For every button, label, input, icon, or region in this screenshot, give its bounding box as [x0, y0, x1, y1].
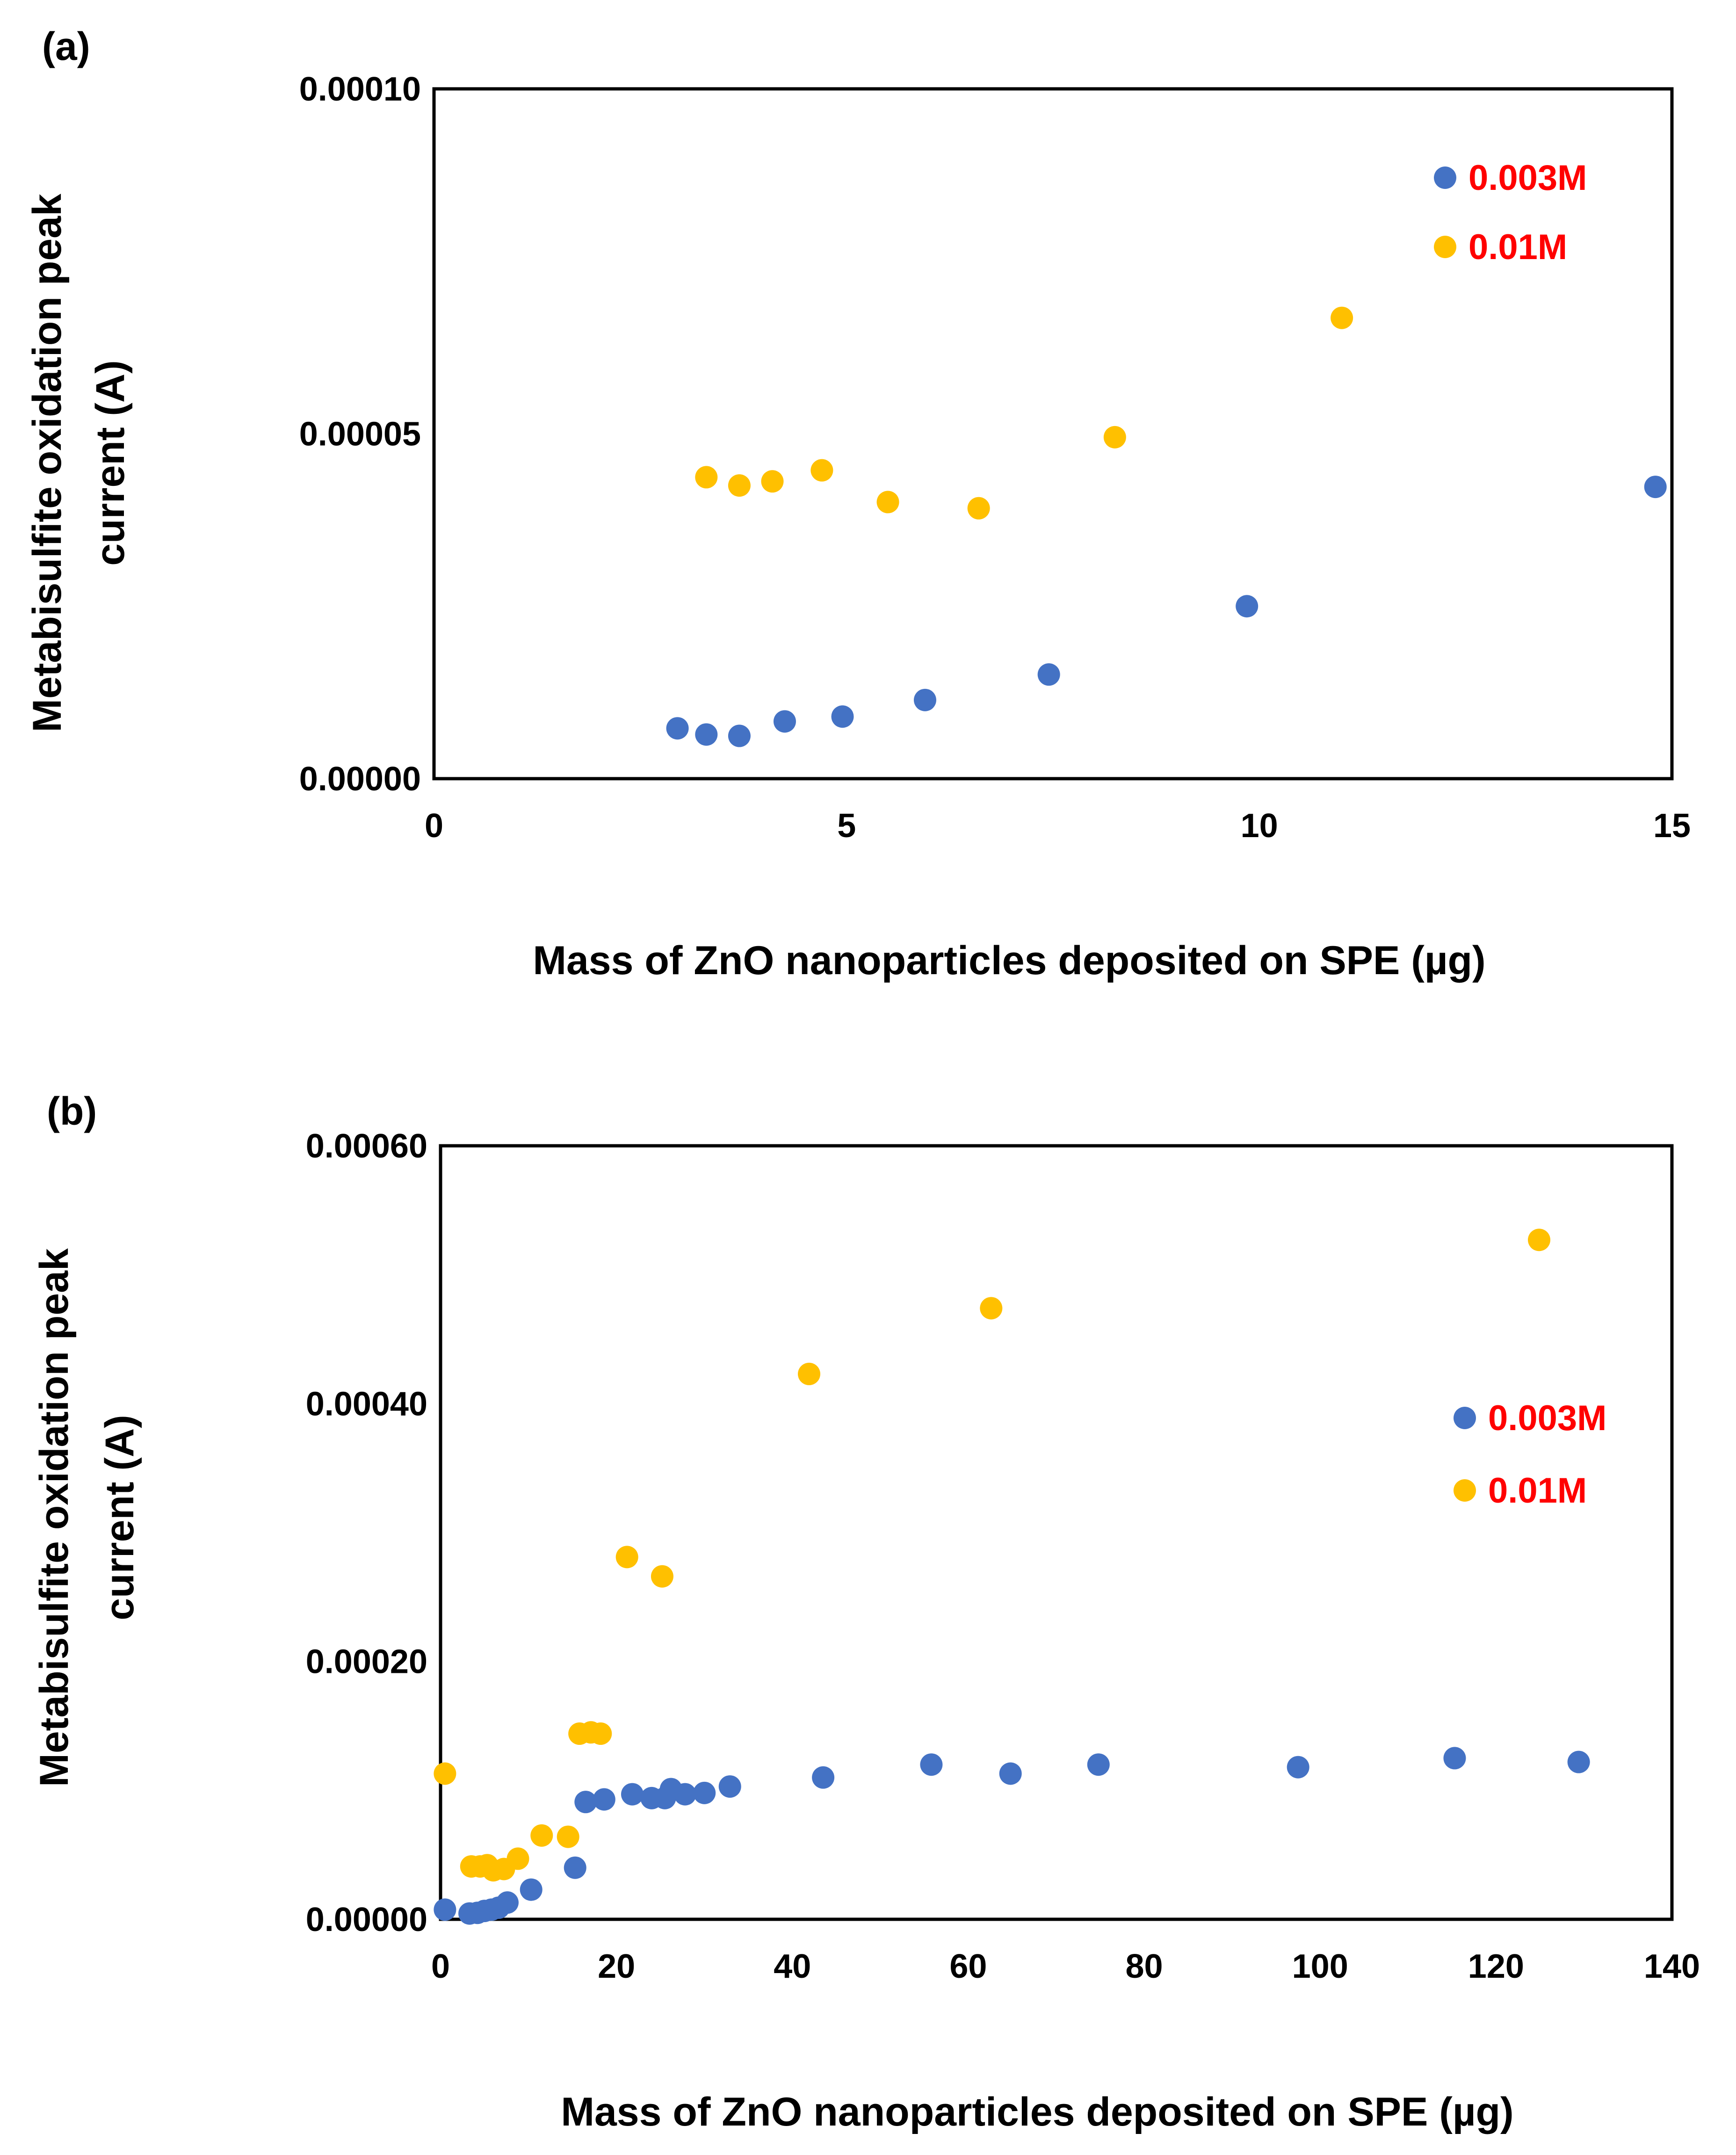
x-tick-label-b: 40 [774, 1948, 811, 1985]
data-point-001m [1331, 306, 1353, 329]
data-point-0003m [693, 1781, 716, 1804]
x-tick-labels-b: 0 20 40 60 80 100 120 140 [431, 1948, 1700, 1985]
x-tick-label-b: 20 [598, 1948, 635, 1985]
data-point-0003m [1037, 663, 1060, 686]
data-point-001m [434, 1762, 456, 1785]
x-tick-label-a: 5 [837, 807, 856, 845]
legend-b: 0.003M 0.01M [1454, 1398, 1607, 1511]
data-point-001m [728, 474, 751, 497]
y-tick-labels-b: 0.00000 0.00020 0.00040 0.00060 [306, 1128, 427, 1938]
data-point-001m [695, 466, 718, 489]
y-tick-label-b: 0.00020 [306, 1643, 427, 1681]
data-point-0003m [1236, 595, 1259, 618]
data-point-0003m [564, 1856, 586, 1879]
data-point-0003m [1567, 1750, 1590, 1773]
data-point-001m [761, 470, 784, 493]
data-point-001m [530, 1824, 553, 1847]
data-point-0003m [718, 1775, 741, 1798]
x-tick-label-b: 140 [1644, 1948, 1700, 1985]
legend-label-0003m: 0.003M [1468, 158, 1587, 198]
data-point-0003m [812, 1766, 835, 1789]
data-point-0003m [1287, 1756, 1309, 1779]
data-point-0003m [1087, 1753, 1110, 1776]
chart-panel-a: (a) 0.00000 0.00005 0.00010 0 5 10 15 0.003M … [25, 24, 1691, 983]
data-point-0003m [434, 1898, 456, 1921]
x-axis-title-b: Mass of ZnO nanoparticles deposited on S… [561, 2090, 1513, 2134]
y-tick-label-a: 0.00000 [299, 760, 421, 798]
y-tick-label-b: 0.00000 [306, 1901, 427, 1938]
data-point-0003m [621, 1783, 644, 1806]
x-tick-label-a: 15 [1653, 807, 1691, 845]
legend-marker-0003m [1434, 166, 1456, 189]
legend-marker-0003m [1454, 1407, 1476, 1429]
data-point-0003m [666, 717, 689, 740]
y-tick-label-b: 0.00040 [306, 1385, 427, 1423]
y-axis-title-line1-b: Metabisulfite oxidation peak [32, 1248, 77, 1787]
x-tick-label-a: 0 [425, 807, 443, 845]
data-points-a [666, 306, 1667, 747]
data-point-0003m [695, 723, 718, 746]
data-point-0003m [1443, 1747, 1466, 1770]
data-point-001m [1528, 1229, 1551, 1251]
x-tick-label-b: 100 [1292, 1948, 1348, 1985]
legend-marker-001m [1434, 236, 1456, 258]
data-point-001m [557, 1825, 579, 1848]
x-axis-title-a: Mass of ZnO nanoparticles deposited on S… [533, 938, 1485, 983]
data-point-0003m [496, 1891, 519, 1914]
data-point-001m [506, 1847, 529, 1870]
data-point-0003m [574, 1791, 597, 1814]
data-point-0003m [593, 1788, 615, 1811]
data-point-0003m [773, 710, 796, 733]
legend-label-001m: 0.01M [1468, 227, 1567, 267]
data-point-001m [615, 1546, 638, 1569]
y-tick-label-a: 0.00010 [299, 71, 421, 108]
plot-area-b [439, 1144, 1674, 1921]
x-tick-label-b: 60 [949, 1948, 987, 1985]
data-point-001m [967, 497, 990, 520]
x-tick-label-b: 120 [1468, 1948, 1524, 1985]
y-tick-labels-a: 0.00000 0.00005 0.00010 [299, 71, 421, 798]
legend-label-001m: 0.01M [1488, 1471, 1587, 1511]
data-point-0003m [673, 1783, 696, 1806]
data-point-0003m [913, 688, 936, 711]
data-point-001m [1103, 426, 1126, 448]
data-point-0003m [920, 1753, 943, 1776]
data-points-b [434, 1229, 1590, 1925]
y-axis-title-line1-a: Metabisulfite oxidation peak [25, 194, 70, 732]
legend-label-0003m: 0.003M [1488, 1398, 1607, 1438]
panel-label-a: (a) [42, 24, 90, 68]
x-tick-label-a: 10 [1241, 807, 1278, 845]
legend-marker-001m [1454, 1479, 1476, 1502]
data-point-001m [798, 1362, 821, 1385]
panel-label-b: (b) [47, 1089, 97, 1133]
data-point-001m [589, 1722, 612, 1745]
data-point-0003m [831, 705, 854, 728]
y-axis-title-line2-b: current (A) [97, 1415, 142, 1620]
data-point-0003m [520, 1878, 542, 1901]
y-tick-label-a: 0.00005 [299, 416, 421, 453]
data-point-0003m [999, 1762, 1022, 1785]
data-point-001m [876, 491, 899, 513]
legend-a: 0.003M 0.01M [1434, 158, 1587, 267]
y-axis-title-line2-a: current (A) [88, 360, 133, 566]
y-tick-label-b: 0.00060 [306, 1128, 427, 1165]
x-tick-labels-a: 0 5 10 15 [425, 807, 1691, 845]
data-point-001m [980, 1297, 1003, 1320]
data-point-001m [810, 459, 833, 482]
data-point-001m [651, 1565, 673, 1588]
data-point-0003m [1644, 476, 1667, 499]
chart-panel-b: (b) 0.00000 0.00020 0.00040 0.00060 0 20 40 60… [32, 1089, 1700, 2134]
data-point-0003m [728, 724, 751, 747]
x-tick-label-b: 80 [1126, 1948, 1163, 1985]
plot-area-a [432, 87, 1674, 781]
x-tick-label-b: 0 [431, 1948, 450, 1985]
